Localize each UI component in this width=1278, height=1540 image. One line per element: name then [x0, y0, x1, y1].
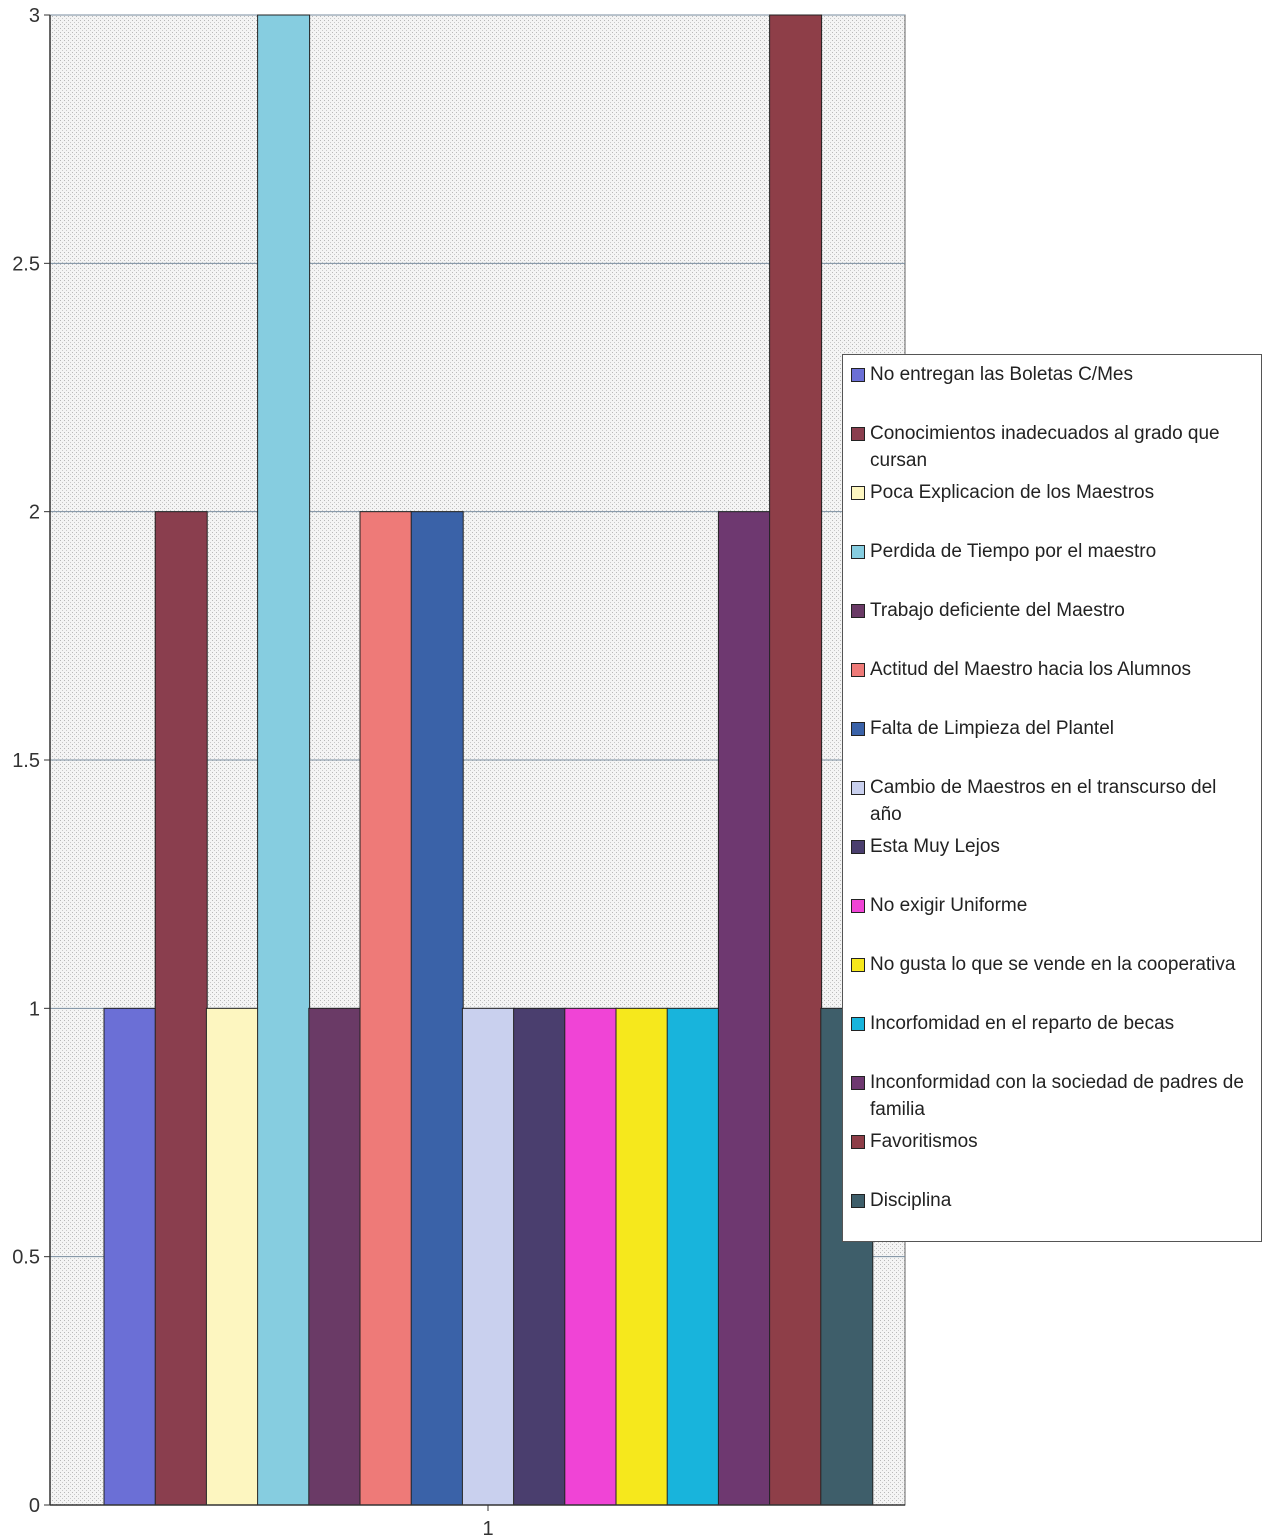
bar-14: [769, 14, 823, 1506]
bar-10: [564, 1007, 618, 1506]
legend: No entregan las Boletas C/Mes Conocimient…: [842, 354, 1262, 1242]
bar-8: [461, 1007, 515, 1506]
y-tick-label: 2.5: [12, 253, 40, 275]
y-tick-label: 0: [29, 1495, 40, 1517]
legend-label: Favoritismos: [870, 1131, 978, 1152]
x-tick-labels: 1: [482, 1518, 493, 1540]
bar-11: [615, 1007, 669, 1506]
legend-item: No entregan las Boletas C/Mes: [849, 361, 1253, 420]
legend-label: Cambio de Maestros en el transcurso del …: [870, 777, 1217, 825]
bar-4: [257, 14, 311, 1506]
legend-item: Conocimientos inadecuados al grado que c…: [849, 420, 1253, 479]
bar-2: [154, 511, 208, 1506]
legend-label: Esta Muy Lejos: [870, 836, 1000, 857]
legend-swatch: [851, 368, 865, 382]
legend-label: Conocimientos inadecuados al grado que c…: [870, 423, 1220, 471]
y-tick-label: 1: [29, 998, 40, 1020]
bar-5: [308, 1007, 362, 1506]
legend-swatch: [851, 899, 865, 913]
legend-item: Poca Explicacion de los Maestros: [849, 479, 1253, 538]
legend-item: Cambio de Maestros en el transcurso del …: [849, 774, 1253, 833]
legend-item: No exigir Uniforme: [849, 892, 1253, 951]
y-tick-labels: 0 0.5 1 1.5 2 2.5 3: [12, 5, 40, 1517]
legend-label: Perdida de Tiempo por el maestro: [870, 541, 1157, 562]
legend-swatch: [851, 545, 865, 559]
legend-label: Inconformidad con la sociedad de padres …: [870, 1072, 1244, 1120]
bar-12: [666, 1007, 720, 1506]
legend-item: Trabajo deficiente del Maestro: [849, 597, 1253, 656]
bar-13: [717, 511, 771, 1506]
legend-swatch: [851, 722, 865, 736]
legend-swatch: [851, 663, 865, 677]
legend-swatch: [851, 781, 865, 795]
bar-7: [410, 511, 464, 1506]
legend-swatch: [851, 1135, 865, 1149]
legend-swatch: [851, 1194, 865, 1208]
legend-swatch: [851, 1076, 865, 1090]
y-tick-label: 3: [29, 5, 40, 27]
x-tick-label: 1: [482, 1518, 493, 1540]
axes: [44, 14, 905, 1511]
y-tick-label: 1.5: [12, 750, 40, 772]
legend-item: Favoritismos: [849, 1128, 1253, 1187]
bar-1: [103, 1007, 157, 1506]
legend-swatch: [851, 958, 865, 972]
legend-item: Falta de Limpieza del Plantel: [849, 715, 1253, 774]
legend-swatch: [851, 604, 865, 618]
legend-label: Incorfomidad en el reparto de becas: [870, 1013, 1175, 1034]
legend-label: Trabajo deficiente del Maestro: [870, 600, 1125, 621]
legend-label: Disciplina: [870, 1190, 952, 1211]
legend-swatch: [851, 486, 865, 500]
legend-item: Inconformidad con la sociedad de padres …: [849, 1069, 1253, 1128]
legend-swatch: [851, 427, 865, 441]
legend-swatch: [851, 1017, 865, 1031]
bar-6: [359, 511, 413, 1506]
legend-item: Perdida de Tiempo por el maestro: [849, 538, 1253, 597]
legend-swatch: [851, 840, 865, 854]
y-tick-label: 2: [29, 502, 40, 524]
legend-item: Disciplina: [849, 1187, 1253, 1246]
legend-label: No entregan las Boletas C/Mes: [870, 364, 1133, 385]
legend-label: Falta de Limpieza del Plantel: [870, 718, 1114, 739]
bar-9: [513, 1007, 567, 1506]
bar-3: [205, 1007, 259, 1506]
legend-label: Poca Explicacion de los Maestros: [870, 482, 1155, 503]
legend-label: No exigir Uniforme: [870, 895, 1028, 916]
y-tick-label: 0.5: [12, 1247, 40, 1269]
bars: [103, 14, 874, 1506]
legend-item: No gusta lo que se vende en la cooperati…: [849, 951, 1253, 1010]
legend-item: Incorfomidad en el reparto de becas: [849, 1010, 1253, 1069]
legend-label: No gusta lo que se vende en la cooperati…: [870, 954, 1236, 975]
legend-item: Actitud del Maestro hacia los Alumnos: [849, 656, 1253, 715]
legend-label: Actitud del Maestro hacia los Alumnos: [870, 659, 1192, 680]
legend-item: Esta Muy Lejos: [849, 833, 1253, 892]
